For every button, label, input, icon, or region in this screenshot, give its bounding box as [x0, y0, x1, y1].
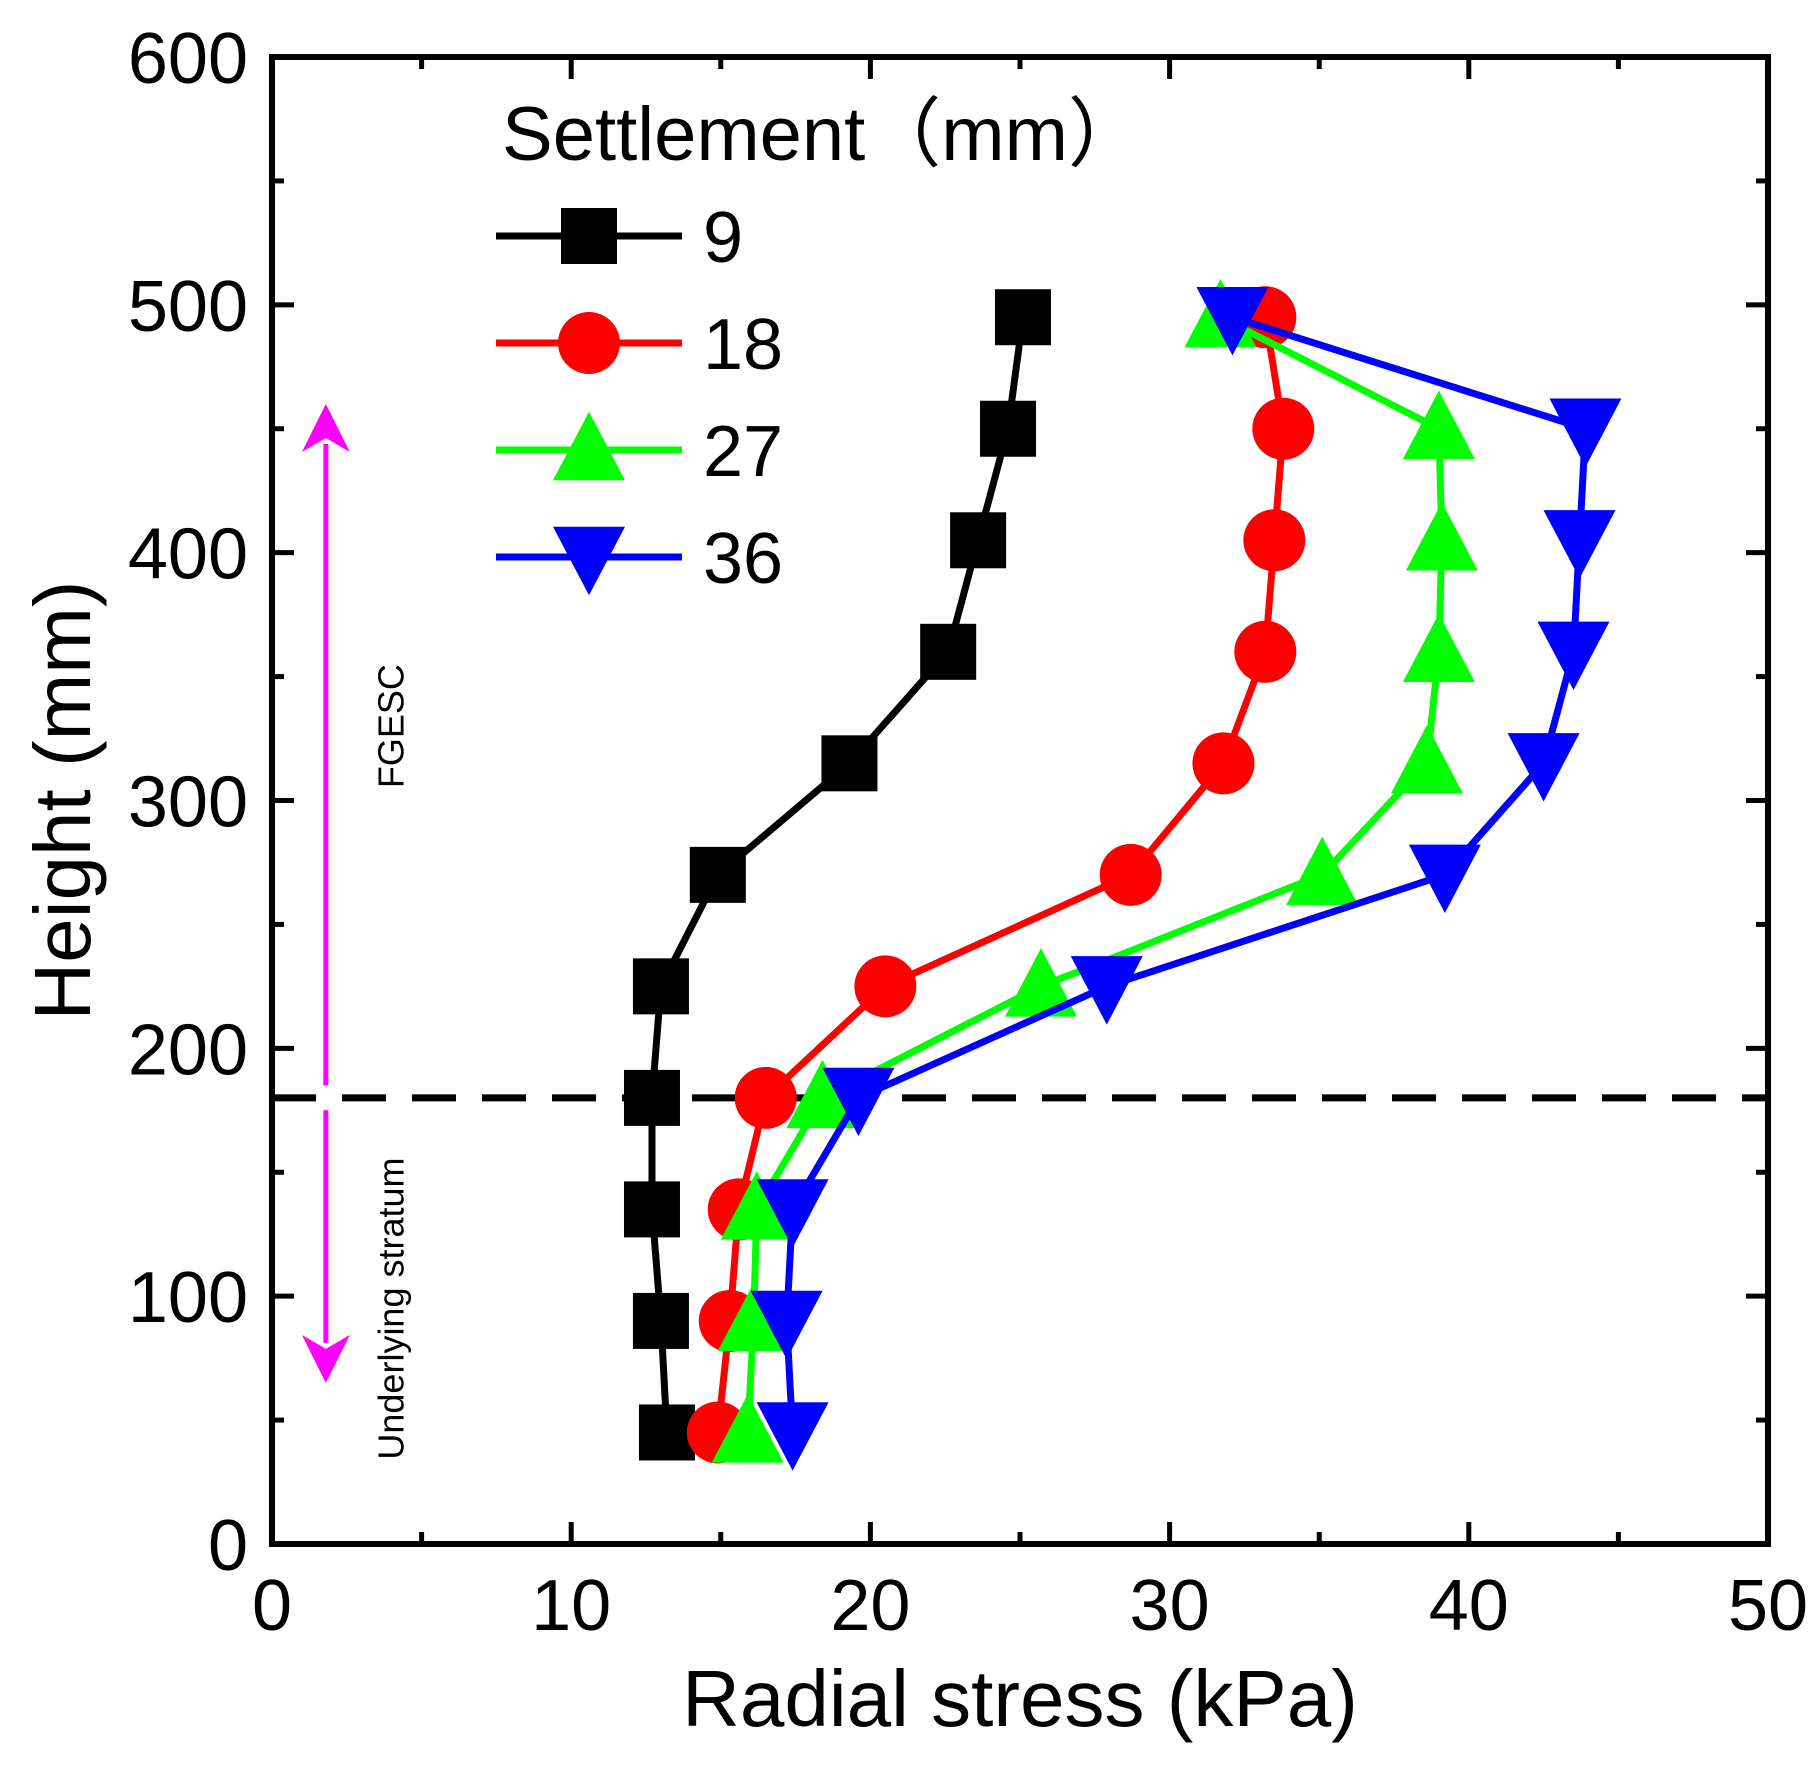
data-point-triangle-down [822, 1067, 895, 1137]
x-tick-label: 40 [1429, 1566, 1509, 1646]
series-line-18 [714, 316, 1287, 1433]
data-point-circle [1099, 843, 1162, 906]
data-point-square [623, 1069, 680, 1126]
data-point-triangle-down [756, 1402, 829, 1471]
legend-title: Settlement（mm） [502, 92, 1144, 177]
y-axis-title: Height (mm) [18, 580, 107, 1020]
data-point-triangle-up [786, 1059, 859, 1129]
reference-layer [272, 403, 1768, 1383]
legend-label-27: 27 [703, 412, 783, 492]
y-tick-label: 300 [128, 763, 248, 843]
data-point-circle [854, 955, 917, 1018]
data-point-square [638, 1404, 695, 1461]
series-36 [750, 287, 1622, 1471]
legend-items: 9 18 27 36 [496, 198, 783, 599]
series-9 [623, 289, 1051, 1461]
zone-arrow-up-head [301, 403, 350, 452]
legend-label-18: 18 [703, 305, 783, 385]
data-point-triangle-down [750, 1290, 823, 1360]
series-27 [711, 279, 1478, 1463]
data-point-triangle-up [711, 1394, 784, 1463]
data-point-triangle-up [1402, 390, 1475, 459]
data-point-square [632, 958, 689, 1015]
legend-item-36: 36 [496, 519, 783, 599]
data-point-square [980, 400, 1037, 457]
y-tick-label: 600 [128, 19, 248, 99]
data-point-square [632, 1292, 689, 1349]
data-point-triangle-up [1390, 725, 1463, 794]
data-point-square [994, 289, 1051, 346]
y-tick-label: 500 [128, 267, 248, 347]
data-point-triangle-down [1507, 733, 1580, 802]
data-point-circle [1192, 732, 1255, 795]
x-axis-title: Radial stress (kPa) [682, 1654, 1358, 1743]
data-point-square [561, 208, 617, 264]
data-point-triangle-up [720, 1171, 793, 1240]
y-tick-label: 400 [128, 515, 248, 595]
legend-label-9: 9 [703, 198, 743, 278]
x-tick-label: 0 [252, 1566, 292, 1646]
data-point-triangle-up [717, 1282, 790, 1352]
y-tick-label: 100 [128, 1258, 248, 1338]
x-tick-label: 20 [830, 1566, 910, 1646]
annotation-underlying-stratum: Underlying stratum [371, 1157, 412, 1459]
data-point-triangle-up [553, 411, 625, 481]
series-line-36 [783, 313, 1589, 1433]
x-tick-label: 10 [531, 1566, 611, 1646]
data-point-triangle-down [1543, 510, 1616, 579]
data-point-square [689, 846, 746, 903]
y-tick-label: 200 [128, 1010, 248, 1090]
data-point-circle [1243, 509, 1306, 572]
data-point-triangle-up [1402, 613, 1475, 682]
data-point-triangle-down [1196, 287, 1269, 356]
zone-arrow-down-head [301, 1334, 350, 1383]
data-point-circle [1252, 397, 1315, 460]
annotation-layer: FGESC Underlying stratum [371, 664, 412, 1459]
annotation-fgesc: FGESC [371, 664, 412, 788]
data-point-triangle-up [1286, 836, 1359, 906]
data-point-square [920, 623, 977, 680]
x-tick-label: 50 [1728, 1566, 1808, 1646]
data-point-square [950, 512, 1007, 569]
data-point-triangle-up [1405, 502, 1478, 571]
plot-area-frame [269, 54, 1771, 1547]
legend: Settlement（mm） 9 18 27 36 [496, 92, 1144, 599]
legend-item-27: 27 [496, 411, 783, 492]
data-point-triangle-down [553, 526, 625, 596]
data-point-square [821, 735, 878, 792]
data-point-triangle-down [1549, 398, 1622, 467]
legend-item-18: 18 [496, 305, 783, 385]
data-point-square [623, 1181, 680, 1238]
data-point-triangle-down [1070, 956, 1143, 1025]
series-layer [623, 279, 1622, 1471]
legend-item-9: 9 [496, 198, 743, 278]
data-point-triangle-down [1537, 621, 1610, 690]
data-point-circle [1234, 620, 1297, 683]
legend-label-36: 36 [703, 519, 783, 599]
data-point-triangle-down [756, 1179, 829, 1248]
x-tick-label: 30 [1130, 1566, 1210, 1646]
data-point-triangle-up [1004, 948, 1077, 1017]
y-tick-label: 0 [208, 1506, 248, 1586]
data-point-circle [734, 1066, 797, 1129]
data-point-circle [558, 312, 620, 374]
data-point-triangle-down [1408, 844, 1481, 914]
